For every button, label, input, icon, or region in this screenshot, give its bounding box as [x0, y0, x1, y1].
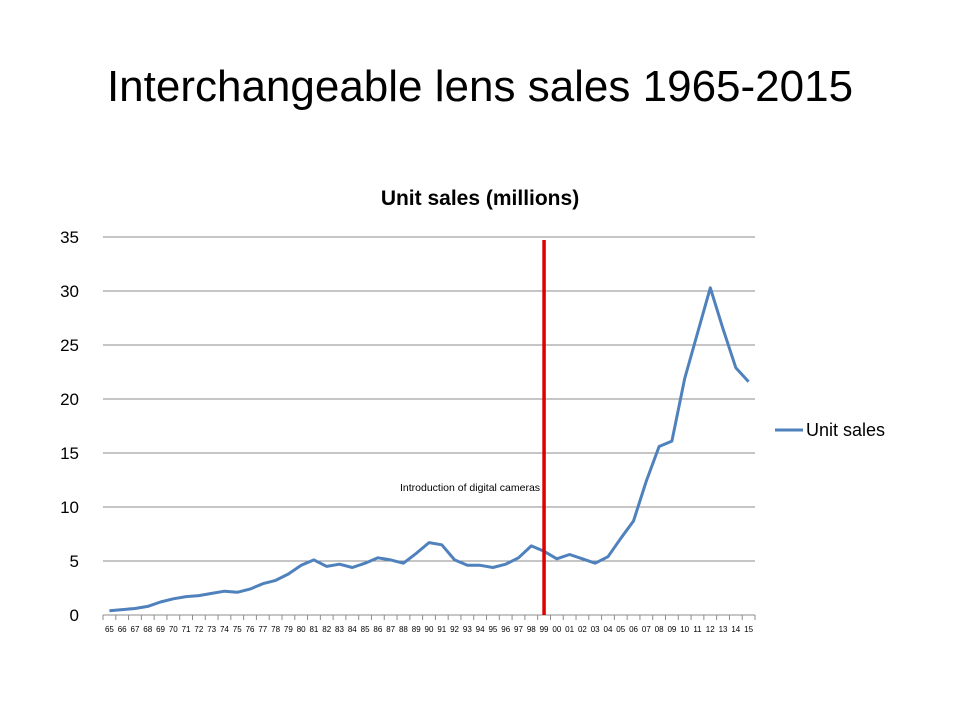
x-axis: [102, 614, 756, 620]
x-tick-label: 15: [744, 625, 753, 634]
x-tick-label: 79: [284, 625, 293, 634]
y-tick-label: 20: [60, 390, 79, 409]
x-tick-label: 67: [131, 625, 140, 634]
x-tick-label: 08: [655, 625, 664, 634]
x-tick-label: 14: [731, 625, 740, 634]
x-tick-label: 81: [309, 625, 318, 634]
x-tick-label: 02: [578, 625, 587, 634]
x-tick-label: 98: [527, 625, 536, 634]
annotation-group: Introduction of digital cameras: [400, 240, 546, 615]
series-line-unit-sales: [109, 286, 750, 613]
y-tick-label: 0: [70, 606, 79, 625]
legend: Unit sales: [775, 420, 885, 440]
x-tick-label: 99: [540, 625, 549, 634]
x-tick-label: 82: [322, 625, 331, 634]
x-tick-label: 06: [629, 625, 638, 634]
x-tick-label: 75: [233, 625, 242, 634]
x-tick-label: 97: [514, 625, 523, 634]
x-tick-label: 90: [425, 625, 434, 634]
x-tick-label: 84: [348, 625, 357, 634]
gridlines: [103, 236, 755, 562]
x-tick-label: 71: [182, 625, 191, 634]
x-tick-label: 78: [271, 625, 280, 634]
y-tick-label: 10: [60, 498, 79, 517]
x-tick-label: 87: [386, 625, 395, 634]
y-tick-label: 35: [60, 228, 79, 247]
x-tick-label: 89: [412, 625, 421, 634]
x-tick-label: 93: [463, 625, 472, 634]
y-axis-ticks: 0 5 10 15 20 25 30 35: [60, 228, 79, 625]
x-tick-label: 73: [207, 625, 216, 634]
x-tick-label: 01: [565, 625, 574, 634]
x-tick-label: 88: [399, 625, 408, 634]
y-tick-label: 15: [60, 444, 79, 463]
x-tick-label: 72: [194, 625, 203, 634]
x-tick-label: 86: [373, 625, 382, 634]
x-tick-label: 09: [667, 625, 676, 634]
x-tick-label: 66: [118, 625, 127, 634]
slide-title: Interchangeable lens sales 1965-2015: [106, 62, 854, 111]
x-tick-label: 91: [437, 625, 446, 634]
x-tick-label: 85: [361, 625, 370, 634]
y-tick-label: 30: [60, 282, 79, 301]
x-tick-label: 69: [156, 625, 165, 634]
x-tick-label: 96: [501, 625, 510, 634]
x-tick-label: 95: [488, 625, 497, 634]
x-tick-label: 77: [258, 625, 267, 634]
x-tick-label: 83: [335, 625, 344, 634]
x-tick-label: 65: [105, 625, 114, 634]
x-tick-label: 11: [693, 625, 702, 634]
x-tick-label: 74: [220, 625, 229, 634]
x-tick-label: 13: [719, 625, 728, 634]
x-axis-ticks: 65 66 67 68 69 70 71 72 73 74 75 76 77 78 79 80 81 82 83 84…: [105, 625, 754, 634]
x-tick-label: 10: [680, 625, 689, 634]
x-tick-label: 76: [246, 625, 255, 634]
legend-label: Unit sales: [806, 420, 885, 440]
x-tick-label: 07: [642, 625, 651, 634]
chart-title: Unit sales (millions): [381, 187, 579, 210]
y-tick-label: 25: [60, 336, 79, 355]
annotation-label: Introduction of digital cameras: [400, 482, 540, 494]
x-tick-label: 03: [591, 625, 600, 634]
series-group: [109, 286, 750, 613]
x-tick-label: 92: [450, 625, 459, 634]
x-tick-label: 80: [297, 625, 306, 634]
x-tick-label: 12: [706, 625, 715, 634]
x-tick-label: 70: [169, 625, 178, 634]
x-tick-label: 68: [143, 625, 152, 634]
x-tick-label: 94: [476, 625, 485, 634]
y-tick-label: 5: [70, 552, 79, 571]
x-tick-label: 00: [552, 625, 561, 634]
x-tick-label: 05: [616, 625, 625, 634]
x-tick-label: 04: [604, 625, 613, 634]
